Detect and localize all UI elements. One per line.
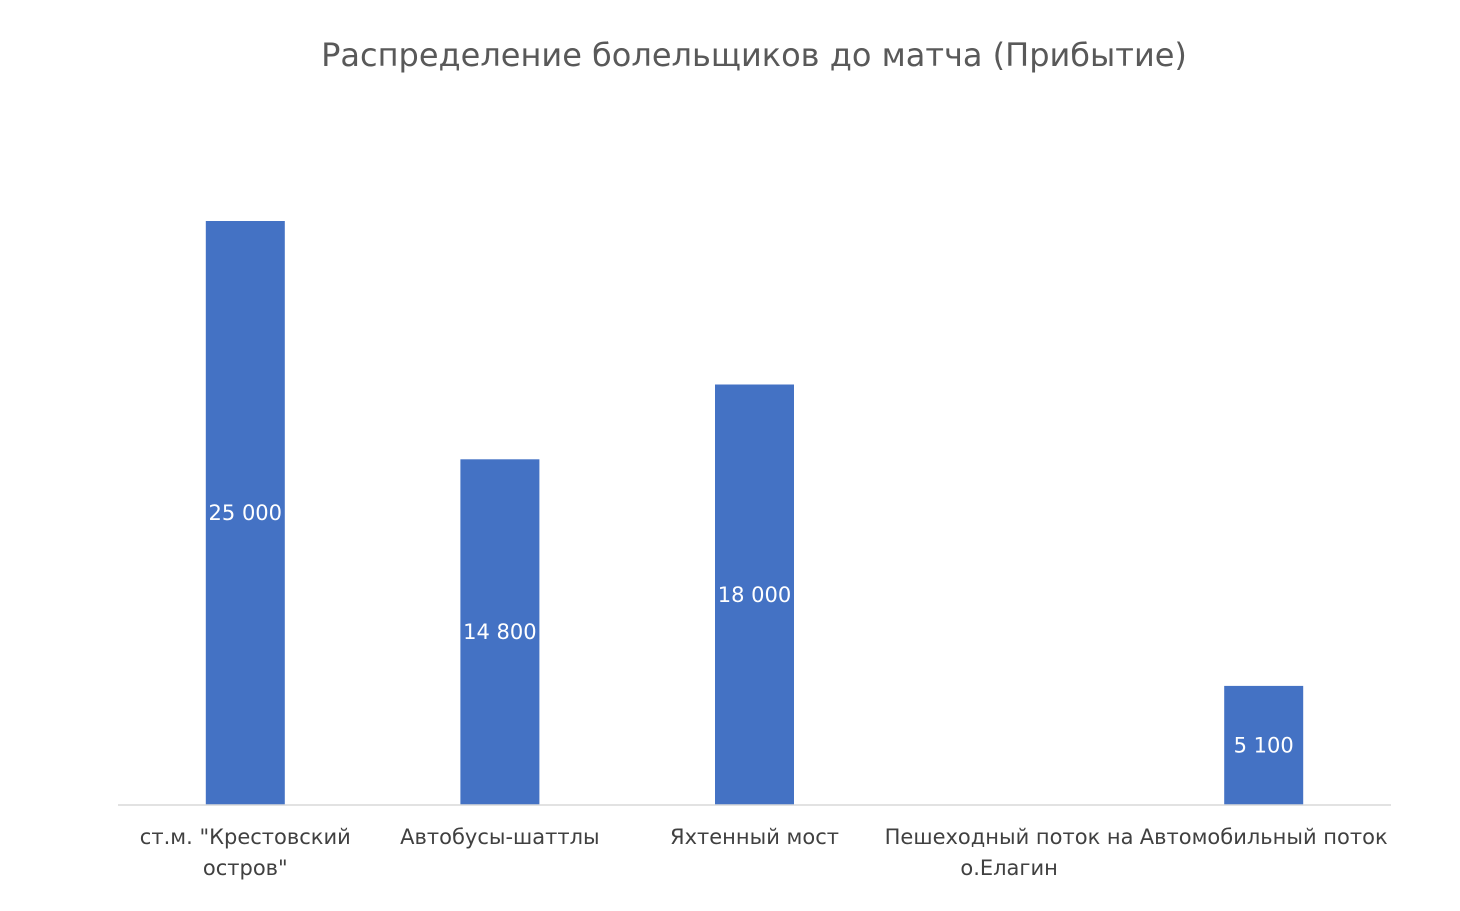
bar-data-label: 14 800 [463,620,536,644]
bar [1224,685,1304,805]
category-labels-group: ст.м. "Крестовский остров" Автобусы-шаттлы… [140,825,1388,880]
category-label: ст.м. "Крестовский остров" [140,825,351,880]
chart-title: Распределение болельщиков до матча (Приб… [321,36,1187,74]
bar [205,221,285,805]
bar [715,384,794,805]
data-labels-group: 25 000 14 800 18 000 5 100 [209,501,1294,757]
bar-data-label: 18 000 [718,583,791,607]
bar-data-label: 25 000 [209,501,282,525]
category-label: Автобусы-шаттлы [400,825,599,849]
bar [460,459,540,805]
bar-data-label: 5 100 [1234,733,1294,757]
bars-group [205,221,1304,805]
category-label: Автомобильный поток [1140,825,1388,849]
category-label: Яхтенный мост [670,825,839,849]
category-label: Пешеходный поток на о.Елагин [885,825,1134,880]
